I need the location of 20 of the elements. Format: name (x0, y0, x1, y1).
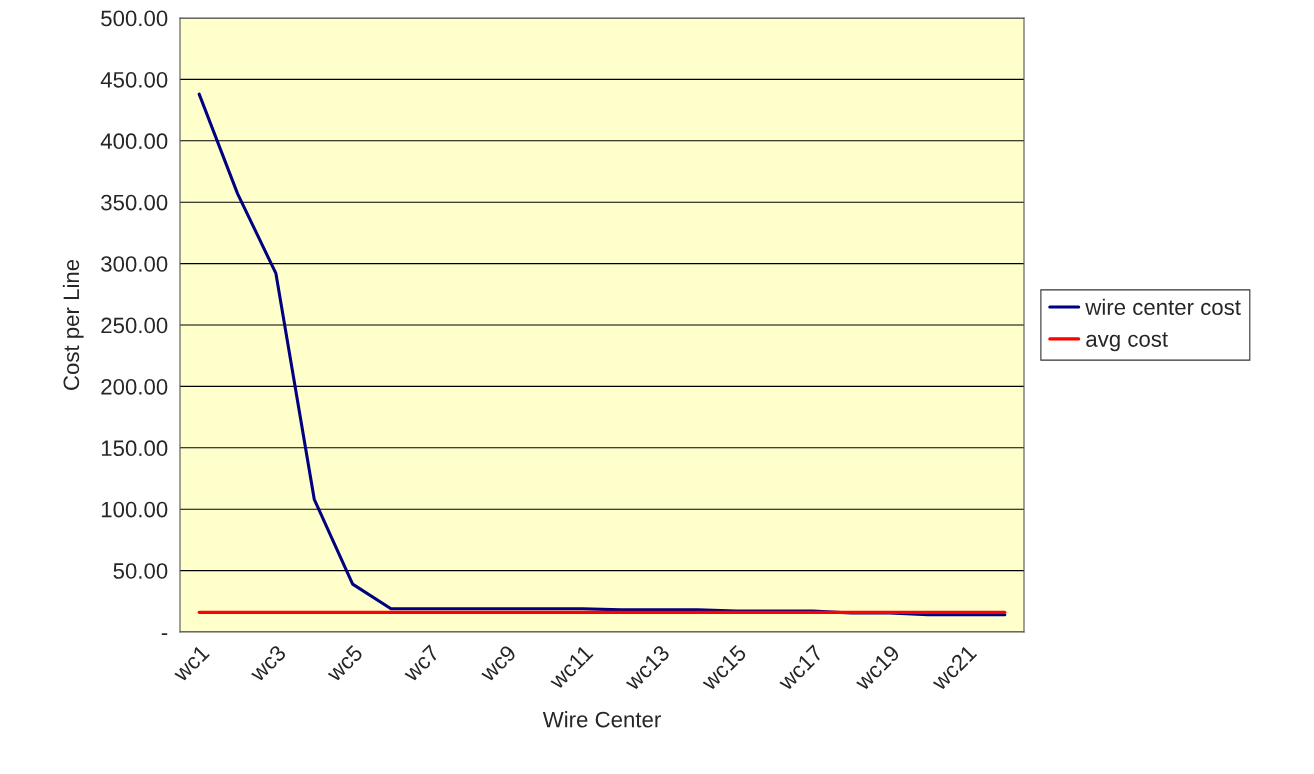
y-tick-label: 100.00 (101, 501, 168, 518)
y-tick-label: 150.00 (101, 440, 168, 457)
y-tick-label: 300.00 (101, 256, 168, 272)
y-tick-label: 400.00 (100, 133, 168, 150)
legend-label: avg cost (1086, 332, 1168, 352)
legend-label: wire center cost (1085, 298, 1241, 316)
y-tick-label: 50.00 (113, 563, 168, 579)
x-tick-label: wc9 (478, 644, 517, 683)
y-tick-label: 500.00 (101, 10, 168, 27)
x-tick-label: wc7 (401, 644, 441, 683)
x-tick-label: wc5 (325, 644, 364, 683)
y-tick-label: 450.00 (100, 71, 168, 88)
y-axis-title: Cost per Line (62, 259, 84, 390)
y-tick-label: 250.00 (101, 317, 168, 334)
y-tick-label: - (161, 633, 168, 636)
x-tick-label: wc3 (248, 644, 287, 683)
x-axis-title: Wire Center (542, 711, 661, 728)
y-tick-label: 200.00 (101, 378, 168, 395)
y-tick-label: 350.00 (101, 194, 168, 211)
x-tick-label: wc1 (171, 644, 210, 683)
